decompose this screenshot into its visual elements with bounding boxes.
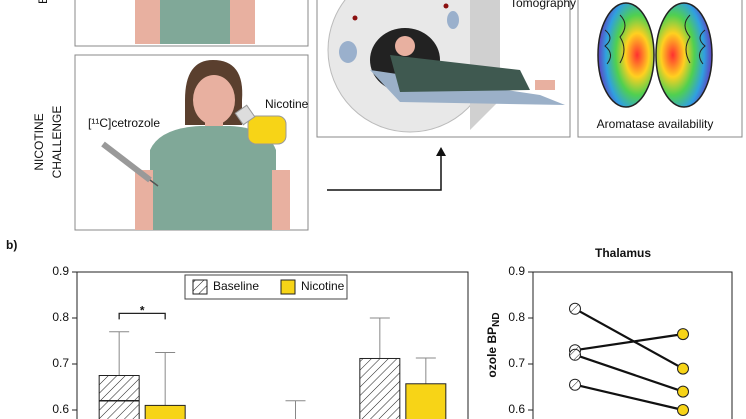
- y-axis-label-main: ozole BP: [485, 327, 499, 378]
- pair-line: [574, 353, 684, 393]
- chart-title: Thalamus: [595, 246, 651, 260]
- y-tick-label: 0.7: [52, 356, 69, 370]
- point: [677, 404, 689, 416]
- pair-line: [574, 307, 684, 370]
- bar: [98, 375, 140, 419]
- arrow-head: [436, 147, 446, 156]
- feet: [535, 80, 555, 90]
- scanner-label: Tomography: [510, 0, 576, 10]
- detector: [447, 11, 459, 29]
- dot: [443, 3, 449, 9]
- head: [395, 36, 415, 56]
- shirt: [150, 126, 276, 230]
- legend-box: [184, 274, 348, 300]
- significance-bracket: [118, 312, 166, 320]
- arm: [230, 0, 255, 44]
- brain-caption: Aromatase availability: [597, 117, 714, 131]
- detector: [339, 41, 357, 63]
- point: [569, 302, 581, 315]
- inhaler-tip: [234, 104, 256, 126]
- syringe: [101, 141, 152, 183]
- dot: [352, 15, 358, 21]
- brain-left: [597, 2, 655, 108]
- pair-line: [574, 333, 684, 352]
- bar: [359, 357, 401, 419]
- legend-swatch: [192, 279, 208, 295]
- point: [677, 328, 689, 341]
- bar: [144, 404, 186, 419]
- face: [193, 75, 235, 125]
- arm: [135, 0, 160, 44]
- point: [569, 378, 581, 391]
- arm: [272, 170, 290, 230]
- y-tick-label: 0.8: [508, 310, 525, 324]
- brain-right: [655, 2, 713, 108]
- arrow: [327, 154, 442, 191]
- nicotine-label: Nicotine: [265, 97, 309, 111]
- inhaler: [247, 115, 287, 145]
- bar: [405, 383, 447, 419]
- pair-line: [574, 383, 684, 412]
- shirt: [160, 0, 230, 44]
- y-axis-label-sub: ND: [491, 312, 502, 326]
- row-label: CHALLENGE: [50, 106, 64, 179]
- legend-swatch: [280, 279, 296, 295]
- y-tick-label: 0.6: [52, 402, 69, 416]
- y-tick-label: 0.8: [52, 310, 69, 324]
- y-tick-label: 0.9: [508, 264, 525, 278]
- y-tick-label: 0.6: [508, 402, 525, 416]
- row-label: B: [36, 0, 50, 4]
- plot-frame: [532, 271, 733, 419]
- point: [677, 385, 689, 398]
- patient: [390, 55, 530, 92]
- legend-label: Nicotine: [301, 279, 345, 293]
- legend-label: Baseline: [213, 279, 259, 293]
- panel-label: b): [6, 238, 17, 252]
- y-tick-label: 0.9: [52, 264, 69, 278]
- significance-label: *: [140, 304, 145, 318]
- arm: [135, 170, 153, 230]
- y-tick-label: 0.7: [508, 356, 525, 370]
- row-label: NICOTINE: [32, 113, 46, 170]
- needle: [149, 179, 159, 187]
- point: [677, 362, 689, 375]
- tracer-label: [¹¹C]cetrozole: [88, 116, 160, 130]
- point: [569, 348, 581, 361]
- plot-frame: [76, 271, 469, 419]
- gyri: [604, 14, 706, 65]
- panel-a: B NICOTINE CHALLENGE [¹¹C]cetrozole Nico…: [6, 0, 743, 252]
- y-axis-label: ozole BPND: [485, 312, 501, 377]
